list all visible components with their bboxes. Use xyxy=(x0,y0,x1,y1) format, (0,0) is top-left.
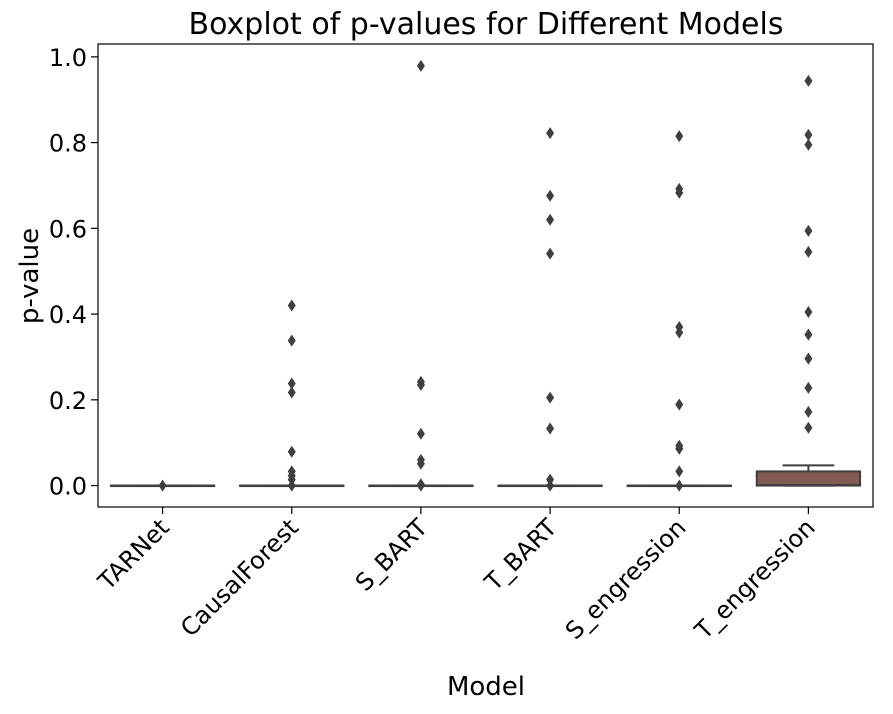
outlier-point xyxy=(416,457,425,470)
y-tick-label: 0.2 xyxy=(49,387,87,415)
outlier-point xyxy=(546,213,555,226)
box-T_engression xyxy=(755,470,862,487)
y-axis-label: p-value xyxy=(15,228,45,324)
outlier-point xyxy=(804,245,813,258)
x-tick-label: TARNet xyxy=(92,513,175,596)
x-tick-label: S_BART xyxy=(350,513,433,596)
outlier-point xyxy=(287,334,296,347)
outlier-point xyxy=(675,479,684,492)
outlier-point xyxy=(546,127,555,140)
outlier-point xyxy=(804,74,813,87)
outlier-point xyxy=(287,473,296,486)
x-axis-label: Model xyxy=(447,672,525,702)
outlier-point xyxy=(804,138,813,151)
outlier-point xyxy=(804,352,813,365)
outlier-point xyxy=(546,391,555,404)
outlier-point xyxy=(546,479,555,492)
outlier-point xyxy=(287,299,296,312)
outlier-point xyxy=(546,247,555,260)
outlier-point xyxy=(804,381,813,394)
y-tick-label: 0.4 xyxy=(49,301,87,329)
outlier-point xyxy=(804,405,813,418)
y-tick-label: 1.0 xyxy=(49,44,87,72)
outlier-point xyxy=(804,328,813,341)
outlier-point xyxy=(675,186,684,199)
outlier-point xyxy=(804,421,813,434)
outlier-point xyxy=(416,378,425,391)
outlier-point xyxy=(287,445,296,458)
plot-frame xyxy=(97,43,874,508)
outlier-point xyxy=(675,398,684,411)
x-tick-label: S_engression xyxy=(560,513,692,645)
y-tick-label: 0.8 xyxy=(49,130,87,158)
outlier-point xyxy=(416,427,425,440)
x-tick-label: T_BART xyxy=(479,513,563,597)
outlier-point xyxy=(546,189,555,202)
outlier-point xyxy=(804,224,813,237)
outlier-point xyxy=(416,59,425,72)
outlier-point xyxy=(804,128,813,141)
outlier-point xyxy=(287,386,296,399)
x-tick-label: CausalForest xyxy=(175,513,304,642)
outlier-point xyxy=(675,326,684,339)
outlier-point xyxy=(287,479,296,492)
outlier-point xyxy=(287,377,296,390)
y-tick-label: 0.0 xyxy=(49,473,87,501)
outlier-point xyxy=(546,473,555,486)
outlier-point xyxy=(675,442,684,455)
outlier-point xyxy=(804,305,813,318)
outlier-point xyxy=(675,465,684,478)
y-tick-label: 0.6 xyxy=(49,215,87,243)
outlier-point xyxy=(675,130,684,143)
x-tick-label: T_engression xyxy=(689,513,821,645)
outlier-point xyxy=(546,422,555,435)
outlier-point xyxy=(416,479,425,492)
chart-title: Boxplot of p-values for Different Models xyxy=(189,7,784,42)
outlier-point xyxy=(158,479,167,492)
